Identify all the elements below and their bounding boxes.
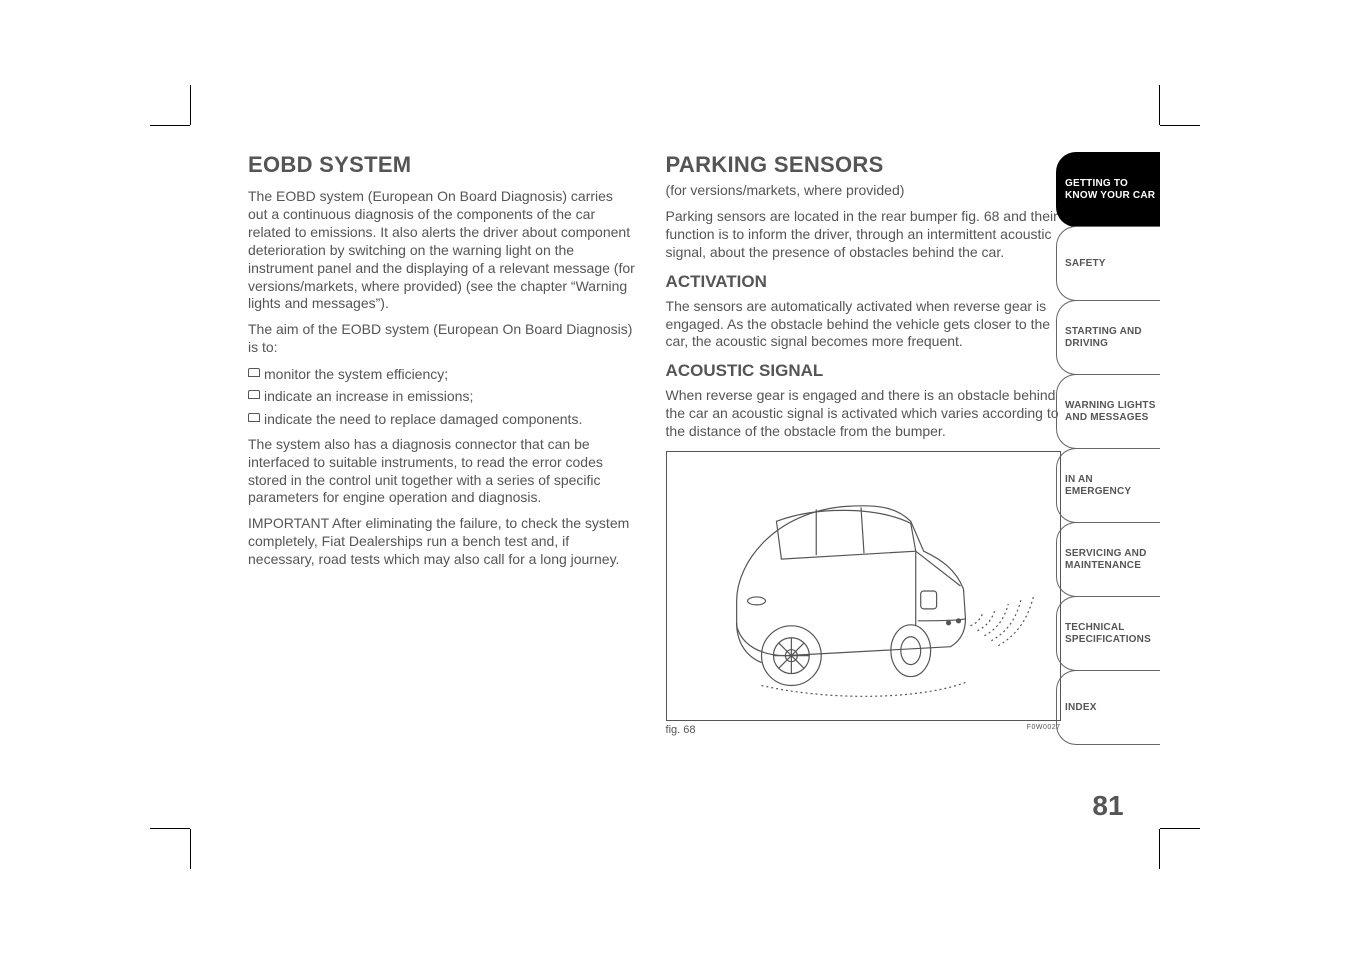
bullet-text: monitor the system efficiency;: [264, 365, 448, 383]
list-item: monitor the system efficiency;: [248, 365, 636, 383]
tab-starting-driving[interactable]: STARTING ANDDRIVING: [1056, 300, 1160, 375]
eobd-p2: The aim of the EOBD system (European On …: [248, 321, 636, 357]
crop-mark: [190, 769, 250, 829]
acoustic-heading: ACOUSTIC SIGNAL: [666, 361, 1068, 381]
list-item: indicate the need to replace damaged com…: [248, 410, 636, 428]
tab-label: SERVICING ANDMAINTENANCE: [1065, 548, 1147, 571]
tab-index[interactable]: INDEX: [1056, 670, 1160, 745]
bullet-icon: [248, 368, 260, 377]
left-column: EOBD SYSTEM The EOBD system (European On…: [248, 152, 636, 736]
bullet-text: indicate the need to replace damaged com…: [264, 410, 582, 428]
figure-caption: fig. 68 F0W0027: [666, 724, 1061, 736]
page-number: 81: [1056, 790, 1160, 822]
bullet-icon: [248, 390, 260, 399]
right-column: PARKING SENSORS (for versions/markets, w…: [666, 152, 1068, 736]
activation-p: The sensors are automatically activated …: [666, 298, 1068, 352]
tab-servicing[interactable]: SERVICING ANDMAINTENANCE: [1056, 522, 1160, 597]
tab-label: SAFETY: [1065, 258, 1106, 270]
tab-label: GETTING TOKNOW YOUR CAR: [1065, 178, 1155, 201]
tab-emergency[interactable]: IN AN EMERGENCY: [1056, 448, 1160, 523]
eobd-p1: The EOBD system (European On Board Diagn…: [248, 188, 636, 313]
tab-label: TECHNICALSPECIFICATIONS: [1065, 622, 1151, 645]
parking-p1: Parking sensors are located in the rear …: [666, 208, 1068, 262]
tab-technical[interactable]: TECHNICALSPECIFICATIONS: [1056, 596, 1160, 671]
sidebar-nav: GETTING TOKNOW YOUR CAR SAFETY STARTING …: [1056, 152, 1160, 744]
content-columns: EOBD SYSTEM The EOBD system (European On…: [248, 152, 1068, 736]
list-item: indicate an increase in emissions;: [248, 387, 636, 405]
crop-mark: [190, 125, 250, 185]
tab-safety[interactable]: SAFETY: [1056, 226, 1160, 301]
eobd-p3: The system also has a diagnosis connecto…: [248, 436, 636, 508]
acoustic-p: When reverse gear is engaged and there i…: [666, 387, 1068, 441]
eobd-heading: EOBD SYSTEM: [248, 152, 636, 178]
bullet-text: indicate an increase in emissions;: [264, 387, 473, 405]
tab-warning-lights[interactable]: WARNING LIGHTSAND MESSAGES: [1056, 374, 1160, 449]
eobd-p4: IMPORTANT After eliminating the failure,…: [248, 515, 636, 569]
tab-label: INDEX: [1065, 702, 1097, 714]
parking-heading: PARKING SENSORS: [666, 152, 1068, 178]
figure-68: [666, 451, 1061, 721]
parking-subnote: (for versions/markets, where provided): [666, 182, 1068, 200]
tab-label: IN AN EMERGENCY: [1065, 474, 1160, 497]
tab-label: STARTING ANDDRIVING: [1065, 326, 1142, 349]
activation-heading: ACTIVATION: [666, 272, 1068, 292]
bullet-icon: [248, 413, 260, 422]
car-diagram-svg: [667, 451, 1060, 721]
page: EOBD SYSTEM The EOBD system (European On…: [0, 0, 1350, 954]
eobd-bullets: monitor the system efficiency; indicate …: [248, 365, 636, 428]
tab-label: WARNING LIGHTSAND MESSAGES: [1065, 400, 1156, 423]
tab-getting-to-know[interactable]: GETTING TOKNOW YOUR CAR: [1056, 152, 1160, 227]
figure-caption-left: fig. 68: [666, 724, 696, 736]
